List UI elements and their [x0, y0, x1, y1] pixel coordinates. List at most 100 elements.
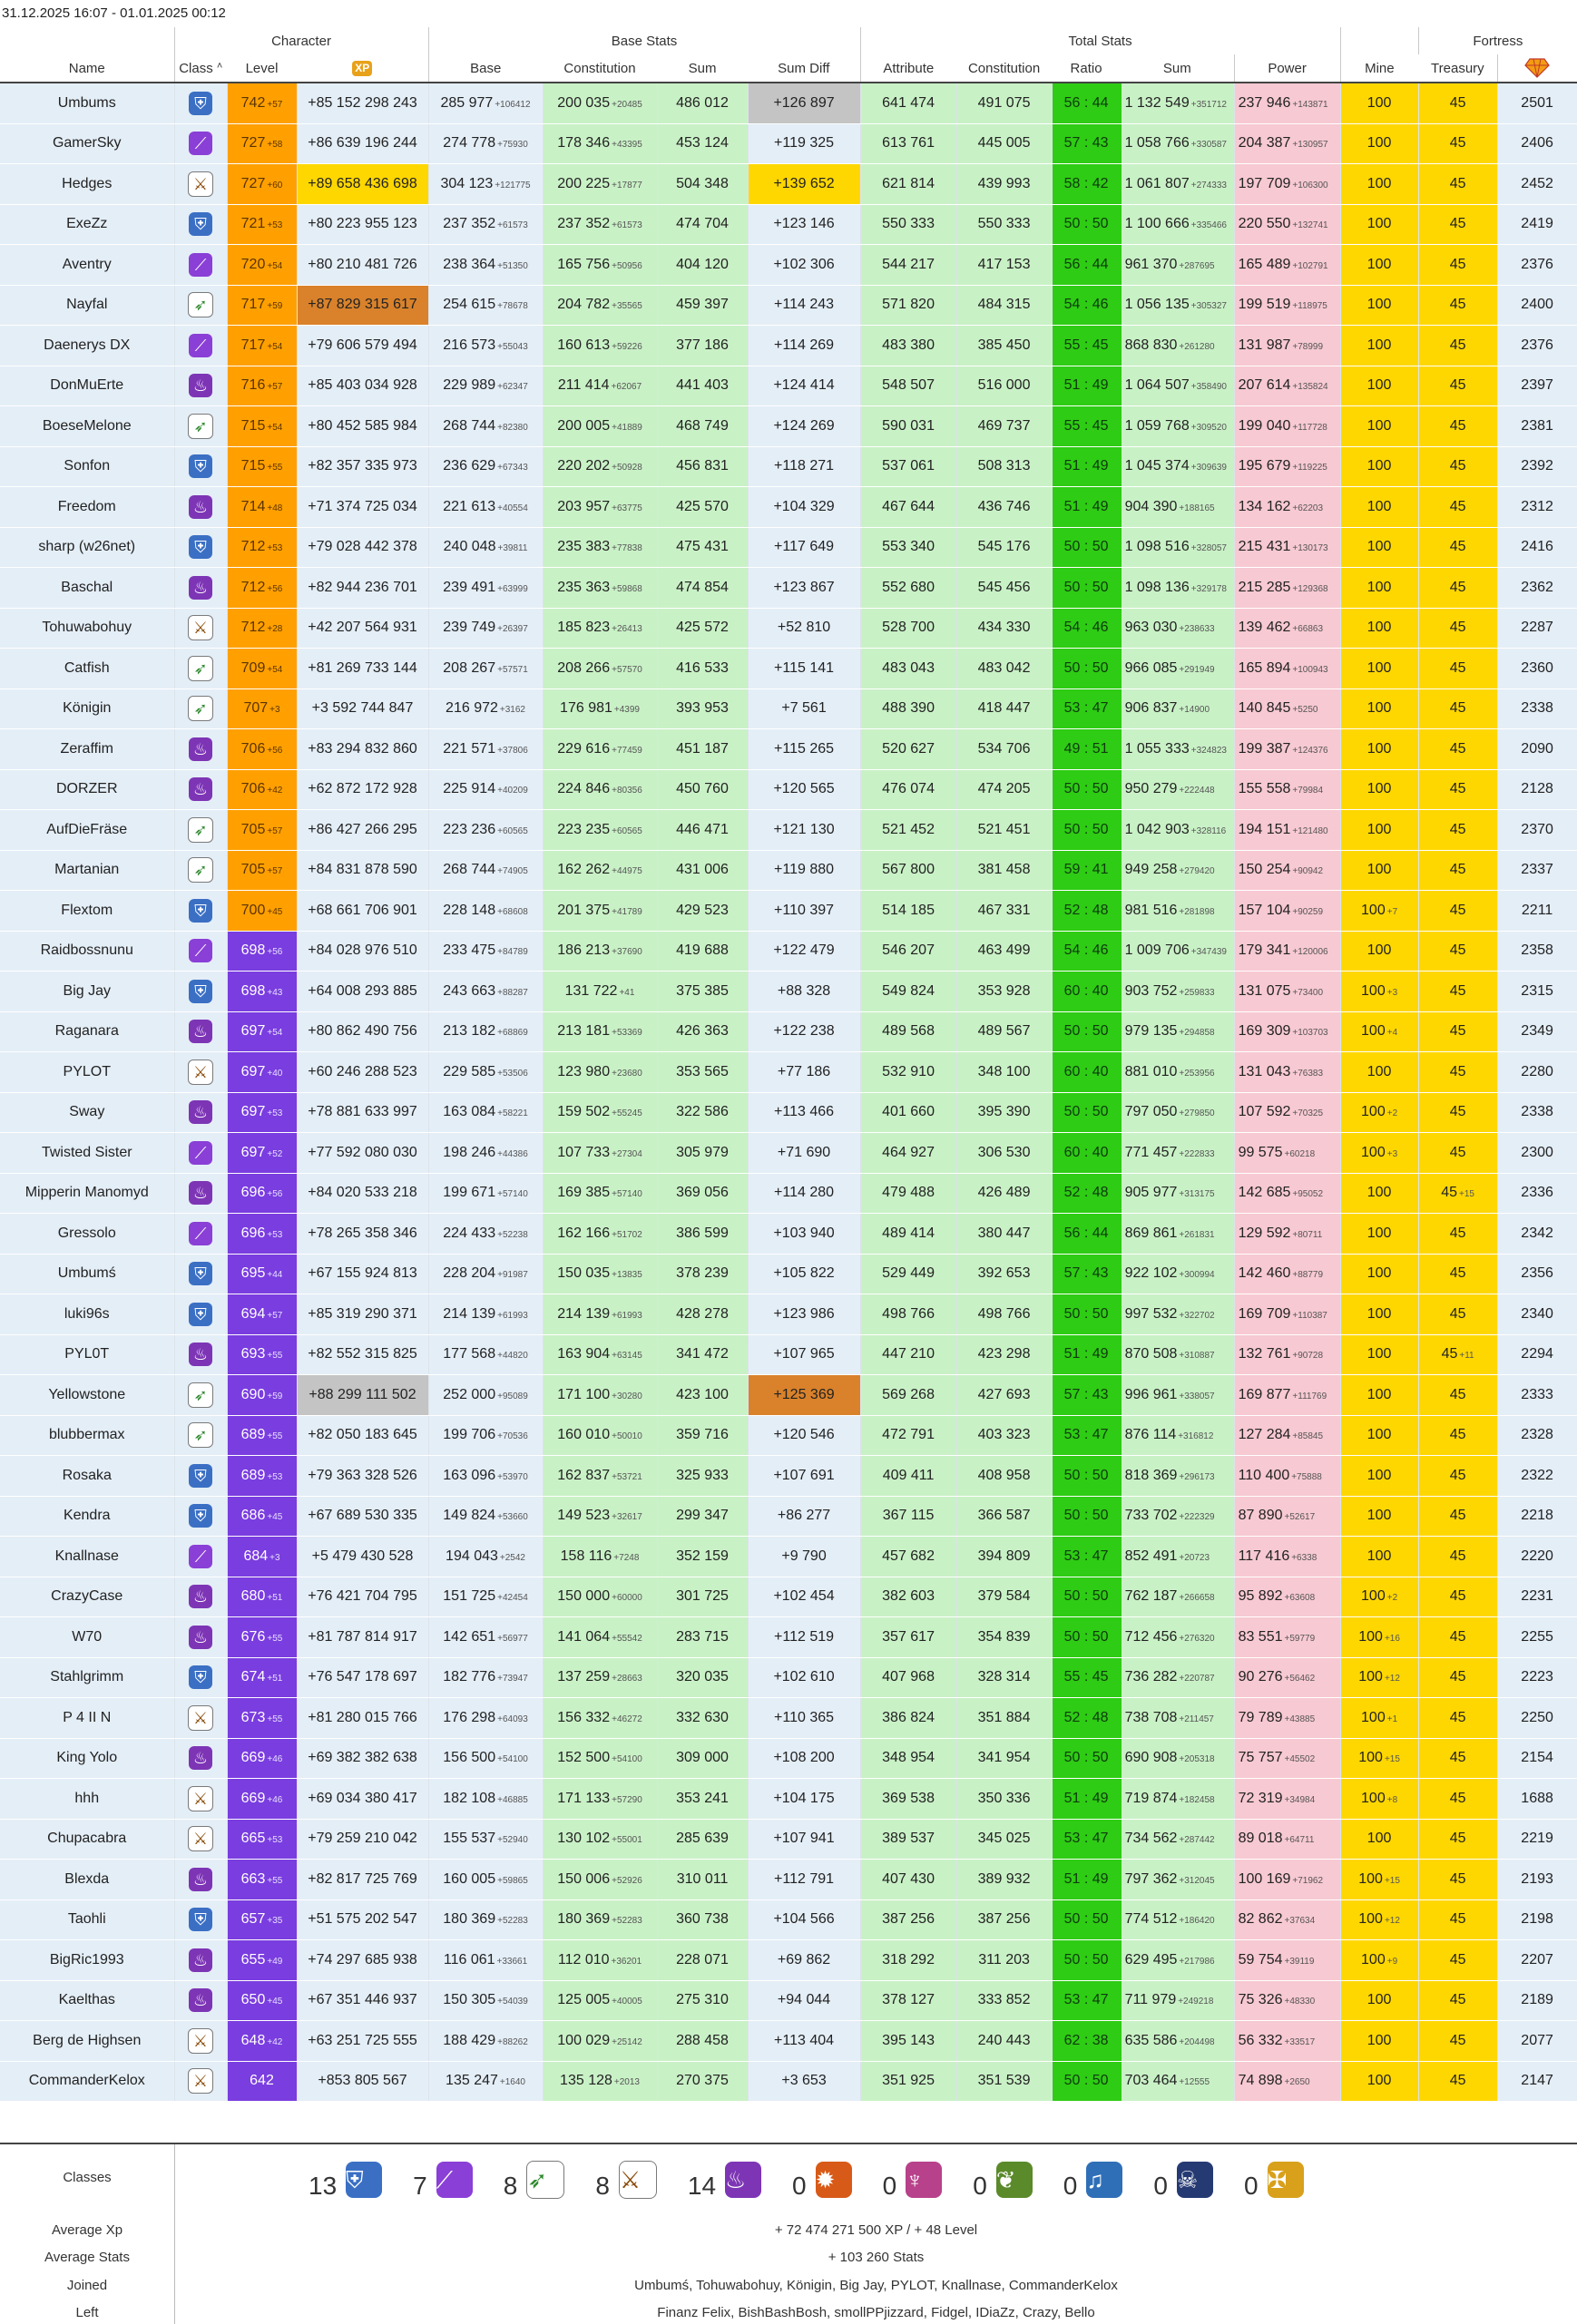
table-row[interactable]: Raidbossnunu ⟋ 698 +56 +84 028 976 510 233 47…	[0, 931, 1577, 972]
table-row[interactable]: Umbumś ⛨ 695 +44 +67 155 924 813 228 204 +9198…	[0, 1254, 1577, 1294]
col-sum[interactable]: Sum	[657, 54, 749, 83]
fortress-treasury: 45	[1418, 648, 1498, 689]
fortress-treasury-value: 45	[1449, 1709, 1466, 1725]
table-row[interactable]: Königin ➶ 707 +3 +3 592 744 847 216 972 +3162 1…	[0, 688, 1577, 729]
col-sum-diff[interactable]: Sum Diff	[748, 54, 861, 83]
col-class[interactable]: Class ˄	[173, 54, 227, 83]
table-row[interactable]: luki96s ⛨ 694 +57 +85 319 290 371 214 139 +619…	[0, 1294, 1577, 1335]
table-row[interactable]: CrazyCase ♨ 680 +51 +76 421 704 795 151 725 +4…	[0, 1577, 1577, 1617]
table-row[interactable]: Blexda ♨ 663 +55 +82 817 725 769 160 005 +5986…	[0, 1859, 1577, 1900]
table-row[interactable]: Stahlgrimm ⛨ 674 +51 +76 547 178 697 182 776 +…	[0, 1657, 1577, 1698]
table-row[interactable]: Raganara ♨ 697 +54 +80 862 490 756 213 182 +68…	[0, 1011, 1577, 1052]
level-value: 689	[240, 1467, 266, 1483]
col-total-sum[interactable]: Sum	[1121, 54, 1235, 83]
col-total-constitution[interactable]: Constitution	[956, 54, 1053, 83]
table-row[interactable]: Mipperin Manomyd ♨ 696 +56 +84 020 533 218 19…	[0, 1173, 1577, 1214]
table-row[interactable]: DORZER ♨ 706 +42 +62 872 172 928 225 914 +4020…	[0, 769, 1577, 810]
table-row[interactable]: Catfish ➶ 709 +54 +81 269 733 144 208 267 +575…	[0, 648, 1577, 689]
table-row[interactable]: Hedges ⚔ 727 +60 +89 658 436 698 304 123 +1217…	[0, 163, 1577, 205]
total-attribute-value: 378 127	[882, 1992, 935, 2008]
mage-wand-icon: ⟋	[189, 939, 212, 963]
col-base[interactable]: Base	[427, 54, 544, 83]
member-name-value: Raidbossnunu	[40, 942, 133, 959]
table-row[interactable]: CommanderKelox ⚔ 642 +853 805 567 135 247 +16…	[0, 2061, 1577, 2102]
table-row[interactable]: BoeseMelone ➶ 715 +54 +80 452 585 984 268 744…	[0, 405, 1577, 447]
col-gem[interactable]	[1496, 54, 1577, 83]
table-row[interactable]: Taohli ⛨ 657 +35 +51 575 202 547 180 369 +5228…	[0, 1899, 1577, 1940]
table-row[interactable]: Baschal ♨ 712 +56 +82 944 236 701 239 491 +639…	[0, 567, 1577, 609]
table-row[interactable]: Sonfon ⛨ 715 +55 +82 357 335 973 236 629 +6734…	[0, 446, 1577, 487]
experience-value: +86 639 196 244	[308, 135, 417, 151]
table-row[interactable]: ExeZz ⛨ 721 +53 +80 223 955 123 237 352 +61573…	[0, 204, 1577, 245]
table-row[interactable]: Yellowstone ➶ 690 +59 +88 299 111 502 252 000…	[0, 1374, 1577, 1416]
table-row[interactable]: blubbermax ➶ 689 +55 +82 050 183 645 199 706 +…	[0, 1415, 1577, 1456]
table-row[interactable]: Knallnase ⟋ 684 +3 +5 479 430 528 194 043 +254…	[0, 1536, 1577, 1577]
table-row[interactable]: Zeraffim ♨ 706 +56 +83 294 832 860 221 571 +37…	[0, 728, 1577, 770]
table-row[interactable]: W70 ♨ 676 +55 +81 787 814 917 142 651 +56977 14…	[0, 1616, 1577, 1658]
table-row[interactable]: Kendra ⛨ 686 +45 +67 689 530 335 149 824 +5366…	[0, 1496, 1577, 1537]
col-treasury[interactable]: Treasury	[1418, 54, 1498, 83]
gem-count-value: 2207	[1521, 1951, 1553, 1968]
col-constitution[interactable]: Constitution	[543, 54, 658, 83]
table-row[interactable]: P 4 II N ⚔ 673 +55 +81 280 015 766 176 298 +64…	[0, 1697, 1577, 1739]
warrior-shield-icon: ⛨	[189, 91, 212, 115]
table-row[interactable]: Big Jay ⛨ 698 +43 +64 008 293 885 243 663 +882…	[0, 971, 1577, 1012]
experience: +82 817 725 769	[297, 1859, 429, 1900]
col-attribute[interactable]: Attribute	[859, 54, 957, 83]
table-row[interactable]: Daenerys DX ⟋ 717 +54 +79 606 579 494 216 573…	[0, 325, 1577, 366]
fortress-mine-value: 100	[1366, 135, 1392, 151]
table-row[interactable]: Rosaka ⛨ 689 +53 +79 363 328 526 163 096 +5397…	[0, 1455, 1577, 1497]
base-stat: 176 298 +64093	[427, 1697, 544, 1739]
experience-value: +80 452 585 984	[308, 417, 417, 434]
table-row[interactable]: Gressolo ⟋ 696 +53 +78 265 358 346 224 433 +52…	[0, 1213, 1577, 1255]
table-row[interactable]: PYL0T ♨ 693 +55 +82 552 315 825 177 568 +44820…	[0, 1334, 1577, 1375]
table-row[interactable]: Kaelthas ♨ 650 +45 +67 351 446 937 150 305 +54…	[0, 1980, 1577, 2021]
fortress-treasury-value: 45	[1449, 659, 1466, 676]
total-sum: 963 030 +238633	[1121, 608, 1235, 649]
table-row[interactable]: GamerSky ⟋ 727 +58 +86 639 196 244 274 778 +75…	[0, 123, 1577, 164]
total-attribute-value: 357 617	[882, 1628, 935, 1645]
col-level[interactable]: Level	[227, 54, 297, 83]
level-change: +57	[267, 866, 283, 877]
power-value: 75 326	[1238, 1992, 1283, 2008]
table-row[interactable]: hhh ⚔ 669 +46 +69 034 380 417 182 108 +46885 17…	[0, 1778, 1577, 1820]
table-row[interactable]: Martanian ➶ 705 +57 +84 831 878 590 268 744 +7…	[0, 850, 1577, 891]
table-row[interactable]: Chupacabra ⚔ 665 +53 +79 259 210 042 155 537 +…	[0, 1819, 1577, 1860]
total-attribute: 529 449	[859, 1254, 957, 1294]
table-row[interactable]: AufDieFräse ➶ 705 +57 +86 427 266 295 223 236…	[0, 809, 1577, 851]
constitution: 229 616 +77459	[543, 728, 658, 770]
table-row[interactable]: Flextom ⛨ 700 +45 +68 661 706 901 228 148 +686…	[0, 890, 1577, 932]
table-row[interactable]: Nayfal ➶ 717 +59 +87 829 315 617 254 615 +7867…	[0, 285, 1577, 326]
table-row[interactable]: Berg de Highsen ⚔ 648 +42 +63 251 725 555 188…	[0, 2020, 1577, 2062]
fortress-treasury-value: 45	[1449, 417, 1466, 434]
table-row[interactable]: DonMuErte ♨ 716 +57 +85 403 034 928 229 989 +6…	[0, 366, 1577, 406]
total-sum-value: 852 491	[1124, 1548, 1178, 1564]
col-ratio[interactable]: Ratio	[1052, 54, 1122, 83]
total-sum-change: +358490	[1190, 382, 1227, 393]
total-sum: 738 708 +211457	[1121, 1697, 1235, 1739]
total-attribute: 621 814	[859, 163, 957, 205]
table-row[interactable]: sharp (w26net) ⛨ 712 +53 +79 028 442 378 240 …	[0, 527, 1577, 568]
label-classes: Classes	[63, 2170, 112, 2185]
col-power[interactable]: Power	[1233, 54, 1341, 83]
fortress-mine-value: 100	[1366, 1265, 1392, 1282]
table-row[interactable]: King Yolo ♨ 669 +46 +69 382 382 638 156 500 +5…	[0, 1738, 1577, 1779]
table-row[interactable]: Sway ♨ 697 +53 +78 881 633 997 163 084 +58221 1…	[0, 1092, 1577, 1133]
table-body: Umbums ⛨ 742 +57 +85 152 298 243 285 977 +1064…	[0, 83, 1577, 2102]
base-sum: 429 523	[657, 890, 749, 932]
power: 117 416 +6338	[1233, 1536, 1341, 1577]
col-xp[interactable]: XP	[297, 54, 429, 83]
table-row[interactable]: BigRic1993 ♨ 655 +49 +74 297 685 938 116 061 +…	[0, 1939, 1577, 1981]
table-row[interactable]: Umbums ⛨ 742 +57 +85 152 298 243 285 977 +1064…	[0, 83, 1577, 124]
table-row[interactable]: Twisted Sister ⟋ 697 +52 +77 592 080 030 198 …	[0, 1132, 1577, 1174]
power: 56 332 +33517	[1233, 2020, 1341, 2062]
base-stat-change: +51350	[497, 260, 528, 271]
level-value: 705	[240, 862, 266, 878]
gem-count-value: 2342	[1521, 1225, 1553, 1241]
col-mine[interactable]: Mine	[1339, 54, 1419, 83]
table-row[interactable]: Tohuwabohuy ⚔ 712 +28 +42 207 564 931 239 749…	[0, 608, 1577, 649]
table-row[interactable]: Aventry ⟋ 720 +54 +80 210 481 726 238 364 +513…	[0, 244, 1577, 286]
table-row[interactable]: PYLOT ⚔ 697 +40 +60 246 288 523 229 585 +53506…	[0, 1051, 1577, 1093]
table-row[interactable]: Freedom ♨ 714 +48 +71 374 725 034 221 613 +405…	[0, 486, 1577, 528]
col-name[interactable]: Name	[0, 54, 174, 83]
